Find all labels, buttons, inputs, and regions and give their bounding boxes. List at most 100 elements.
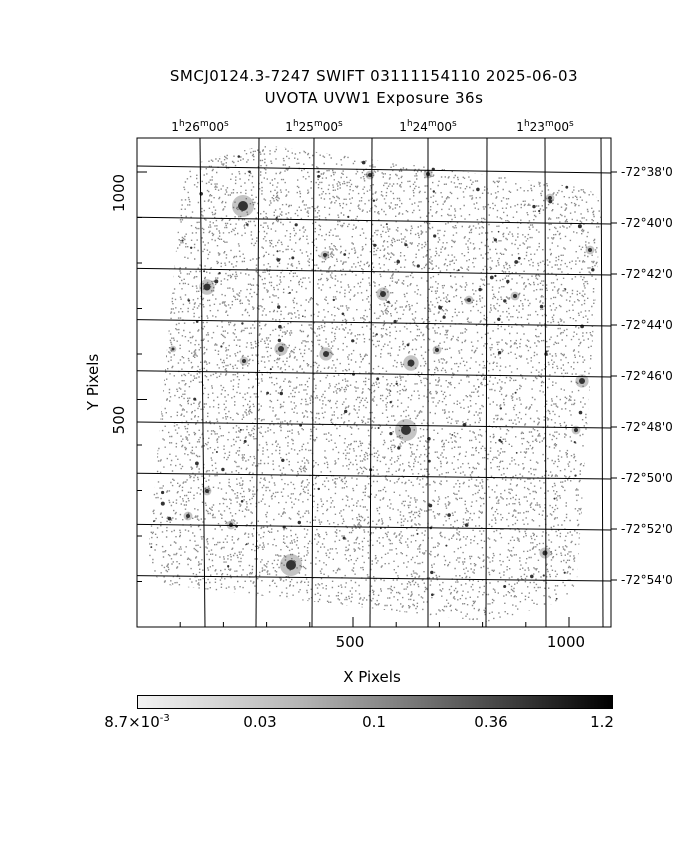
star-source: [467, 298, 471, 302]
faint-source: [428, 459, 431, 463]
faint-source: [497, 230, 500, 233]
dec-grid-line: [136, 472, 612, 480]
faint-source: [215, 451, 218, 453]
star-source: [574, 428, 578, 432]
faint-source: [544, 352, 548, 356]
faint-source: [478, 386, 480, 388]
star-halo: [365, 170, 375, 180]
star-halo: [226, 520, 236, 530]
ra-sec: 00: [208, 120, 224, 134]
faint-source: [294, 223, 298, 227]
faint-source: [276, 258, 281, 262]
faint-source: [288, 291, 291, 294]
ra-hours: 1: [171, 120, 179, 134]
faint-source: [269, 368, 272, 371]
faint-source: [532, 204, 536, 209]
y-tick-label-1000: 1000: [110, 173, 128, 213]
star-halo: [432, 345, 442, 355]
faint-source: [464, 523, 469, 527]
ra-grid-line: [544, 137, 547, 628]
star-source: [435, 348, 439, 352]
star-halo: [464, 295, 474, 305]
faint-source: [580, 324, 584, 329]
faint-source: [497, 351, 502, 355]
star-halo: [199, 279, 215, 295]
faint-source: [199, 192, 203, 196]
faint-source: [164, 198, 169, 203]
coordinate-grid: [136, 137, 612, 628]
y-axis-title: Y Pixels: [84, 353, 102, 411]
faint-source: [514, 391, 517, 394]
faint-source: [568, 177, 572, 181]
colorbar-label: 0.36: [474, 713, 508, 731]
faint-source: [506, 279, 510, 284]
faint-source: [548, 199, 553, 204]
star-halo: [539, 547, 551, 559]
faint-source: [148, 500, 153, 505]
star-halo: [376, 287, 390, 301]
faint-source: [347, 215, 350, 218]
faint-source: [448, 300, 451, 303]
ra-label: 1h23m00s: [516, 119, 574, 134]
faint-source: [457, 269, 460, 272]
faint-source: [514, 260, 519, 264]
star-source: [205, 489, 209, 493]
ra-sec: 00: [553, 120, 569, 134]
faint-source: [291, 256, 295, 260]
faint-source: [317, 174, 321, 178]
faint-source: [224, 601, 228, 605]
faint-source: [503, 299, 507, 303]
faint-source: [539, 304, 544, 309]
ra-grid-line: [369, 137, 373, 628]
star-source: [380, 291, 386, 297]
faint-source: [278, 324, 282, 329]
faint-source: [344, 409, 348, 414]
star-source: [323, 351, 329, 357]
faint-source: [373, 243, 377, 247]
star-source: [286, 560, 296, 570]
faint-source: [161, 490, 165, 495]
faint-source: [397, 446, 401, 450]
colorbar: [137, 695, 613, 709]
plot-border: [136, 137, 612, 628]
faint-source: [240, 500, 244, 503]
faint-source: [430, 570, 434, 575]
faint-source: [277, 338, 282, 343]
ra-sec: 00: [322, 120, 338, 134]
star-halo: [403, 355, 419, 371]
faint-source: [563, 571, 566, 574]
star-source: [579, 378, 585, 384]
faint-source: [376, 377, 380, 381]
dec-label: -72°54'0: [621, 573, 673, 587]
star-source: [186, 514, 190, 518]
faint-source: [281, 458, 285, 462]
faint-source: [553, 497, 556, 500]
dec-grid-line: [136, 319, 612, 327]
star-halo: [575, 374, 589, 388]
x-tick-label-500: 500: [335, 633, 365, 651]
faint-source: [375, 333, 378, 336]
faint-source: [449, 275, 452, 277]
faint-source: [517, 256, 521, 260]
faint-source: [241, 322, 244, 325]
faint-source: [489, 275, 494, 280]
dec-label: -72°46'0: [621, 369, 673, 383]
star-halo: [510, 291, 520, 301]
star-halo: [571, 425, 581, 435]
dec-grid-line: [136, 575, 612, 582]
star-source: [407, 359, 415, 367]
faint-source: [277, 305, 281, 309]
faint-source: [416, 264, 420, 268]
faint-source: [591, 268, 595, 272]
faint-source: [389, 390, 392, 392]
star-halo: [169, 345, 177, 353]
faint-source: [276, 250, 279, 253]
faint-source: [312, 608, 317, 612]
star-source: [401, 425, 411, 435]
faint-source: [564, 288, 567, 290]
faint-source: [165, 585, 169, 589]
faint-source: [530, 574, 534, 579]
faint-source: [497, 317, 501, 321]
faint-source: [167, 516, 172, 521]
star-source: [171, 347, 175, 351]
